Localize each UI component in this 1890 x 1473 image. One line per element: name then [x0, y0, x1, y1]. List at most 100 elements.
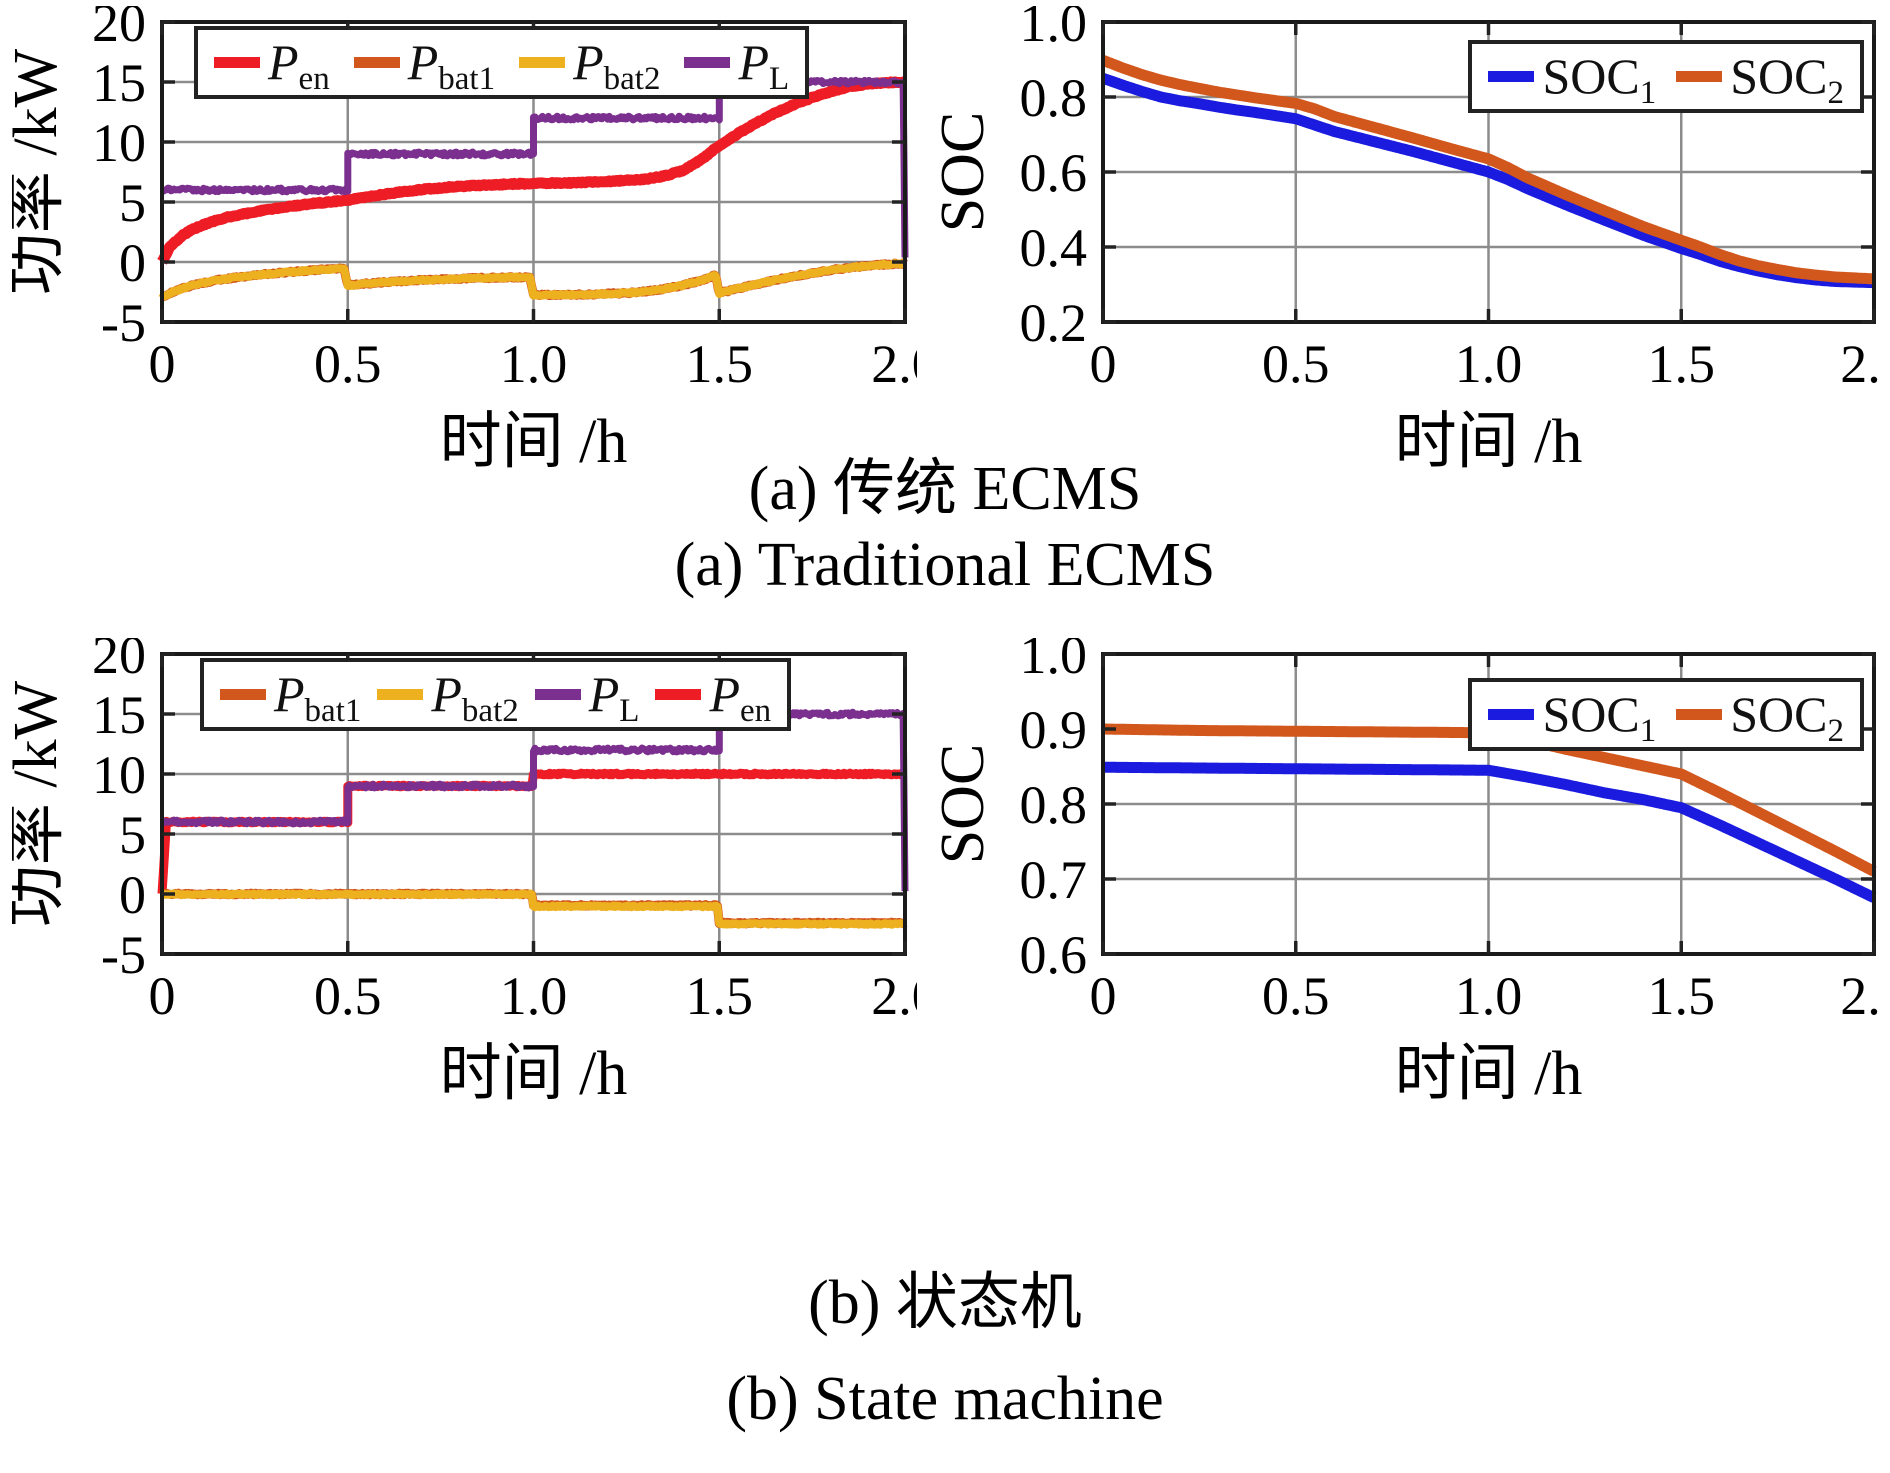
legend-label: PL: [738, 34, 790, 97]
y-axis-label: 功率 /kW: [12, 48, 70, 295]
legend-entry-P-bat2: Pbat2: [377, 666, 519, 729]
legend-label: Pbat2: [573, 34, 661, 97]
legend-swatch-orange: [1676, 70, 1723, 82]
x-tick-label: 0.5: [314, 334, 382, 394]
soc-ecms-legend: SOC1 SOC2: [1468, 40, 1864, 113]
y-tick-label: 15: [92, 685, 146, 745]
x-tick-label: 1.5: [686, 966, 754, 1026]
y-tick-label: 0.6: [1020, 925, 1088, 985]
x-tick-label: 1.0: [1455, 334, 1523, 394]
legend-entry-P-bat2: Pbat2: [519, 34, 661, 97]
legend-label: SOC1: [1542, 686, 1657, 749]
y-tick-label: 20: [92, 6, 146, 53]
x-tick-label: 2.0: [1840, 966, 1878, 1026]
series-SOC_2: [1099, 55, 1878, 285]
x-tick-label: 0.5: [1262, 966, 1330, 1026]
y-tick-label: 5: [119, 805, 146, 865]
legend-label: SOC1: [1542, 48, 1657, 111]
legend-entry-P-L: PL: [534, 666, 640, 729]
x-tick-label: 0: [149, 334, 176, 394]
caption-a-en: (a) Traditional ECMS: [674, 531, 1216, 599]
x-tick-label: 2.0: [1840, 334, 1878, 394]
legend-entry-P-en: Pen: [655, 666, 772, 729]
y-axis-label: SOC: [933, 112, 997, 233]
y-tick-label: 1.0: [1020, 6, 1088, 53]
legend-swatch-purple: [684, 56, 731, 68]
x-tick-label: 1.5: [1648, 334, 1716, 394]
y-tick-label: 0.8: [1020, 775, 1088, 835]
legend-label: Pbat1: [407, 34, 496, 97]
y-tick-label: 0.7: [1020, 850, 1088, 910]
x-tick-label: 2.0: [871, 966, 917, 1026]
legend-label: Pen: [268, 34, 330, 97]
soc-sm-plot: 0 0.5 1.0 1.5 2.0 0.6 0.7 0.8 0.9 1.0 时间 /h SOC: [933, 638, 1878, 1108]
y-tick-label: -5: [101, 293, 146, 353]
y-tick-label: 0.2: [1020, 293, 1088, 353]
legend-label: SOC2: [1730, 48, 1844, 111]
y-axis-label: SOC: [933, 744, 997, 865]
chart-soc-state-machine: 0 0.5 1.0 1.5 2.0 0.6 0.7 0.8 0.9 1.0 时间 /h SOC SOC1…: [933, 638, 1878, 1108]
legend-swatch-yellow: [519, 56, 566, 68]
y-tick-label: 5: [119, 173, 146, 233]
y-tick-label: 0: [119, 865, 146, 925]
legend-entry-SOC-2: SOC2: [1676, 48, 1844, 111]
x-axis-label: 时间 /h: [440, 1040, 628, 1108]
x-tick-label: 1.5: [1648, 966, 1716, 1026]
soc-sm-legend: SOC1 SOC2: [1468, 678, 1864, 751]
y-tick-label: 0.6: [1020, 143, 1088, 203]
legend-swatch-blue: [1488, 70, 1535, 82]
legend-swatch-yellow: [377, 688, 424, 700]
x-axis-label: 时间 /h: [1395, 1040, 1583, 1108]
series-P_bat2: [158, 258, 908, 301]
legend-entry-P-bat1: Pbat1: [353, 34, 496, 97]
x-tick-label: 1.0: [500, 334, 568, 394]
power-sm-legend: Pbat1 Pbat2 PL Pen: [200, 658, 792, 731]
x-tick-label: 0: [1090, 966, 1117, 1026]
x-tick-label: 2.0: [871, 334, 917, 394]
legend-label: Pen: [709, 666, 772, 729]
y-tick-label: 20: [92, 638, 146, 685]
x-tick-label: 0: [1090, 334, 1117, 394]
x-axis-label: 时间 /h: [1395, 408, 1583, 476]
legend-swatch-purple: [534, 688, 581, 700]
tick-marks: [160, 20, 907, 324]
legend-swatch-orange: [353, 56, 400, 68]
legend-swatch-orange: [1676, 708, 1723, 720]
legend-swatch-orange: [220, 688, 266, 700]
legend-label: Pbat2: [431, 666, 519, 729]
legend-entry-SOC-1: SOC1: [1488, 686, 1657, 749]
chart-soc-traditional-ecms: 0 0.5 1.0 1.5 2.0 0.2 0.4 0.6 0.8 1.0 时间 /h SOC SOC1…: [933, 6, 1878, 476]
legend-label: SOC2: [1730, 686, 1844, 749]
legend-label: Pbat1: [274, 666, 362, 729]
legend-entry-P-bat1: Pbat1: [220, 666, 362, 729]
series-SOC_1: [1099, 761, 1878, 903]
x-axis-label: 时间 /h: [440, 408, 628, 476]
y-tick-label: 0.9: [1020, 700, 1088, 760]
power-ecms-legend: Pen Pbat1 Pbat2 PL: [194, 26, 810, 99]
legend-label: PL: [588, 666, 640, 729]
legend-entry-SOC-1: SOC1: [1488, 48, 1657, 111]
series-P_en: [157, 76, 910, 265]
x-tick-label: 1.0: [1455, 966, 1523, 1026]
x-tick-label: 1.0: [500, 966, 568, 1026]
y-tick-label: 10: [92, 113, 146, 173]
y-axis-label: 功率 /kW: [12, 680, 70, 927]
y-tick-label: -5: [101, 925, 146, 985]
legend-swatch-blue: [1488, 708, 1535, 720]
legend-entry-SOC-2: SOC2: [1676, 686, 1844, 749]
x-tick-label: 1.5: [686, 334, 754, 394]
y-tick-label: 10: [92, 745, 146, 805]
x-tick-label: 0.5: [1262, 334, 1330, 394]
legend-entry-P-L: PL: [684, 34, 790, 97]
y-tick-label: 1.0: [1020, 638, 1088, 685]
x-tick-label: 0: [149, 966, 176, 1026]
caption-b-en: (b) State machine: [726, 1365, 1164, 1433]
x-tick-label: 0.5: [314, 966, 382, 1026]
legend-swatch-red: [214, 56, 260, 68]
y-tick-label: 0.4: [1020, 218, 1088, 278]
caption-a-zh: (a) 传统 ECMS: [748, 455, 1142, 523]
legend-entry-P-en: Pen: [214, 34, 330, 97]
